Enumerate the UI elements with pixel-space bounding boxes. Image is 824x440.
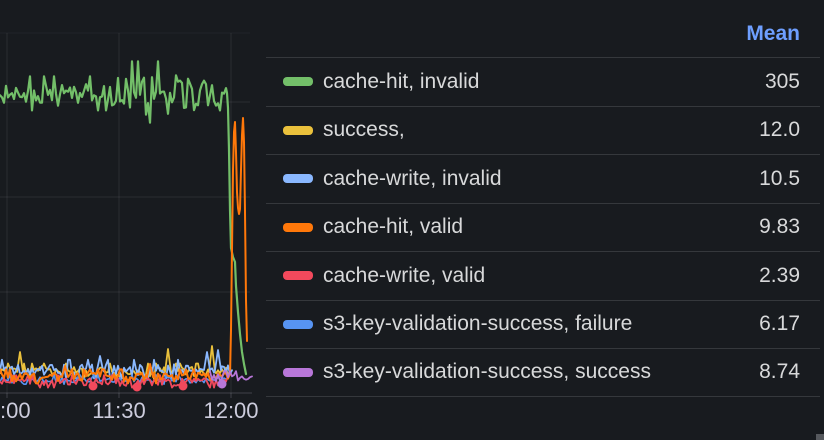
series-mean-value: 9.83: [759, 215, 800, 239]
series-label[interactable]: cache-hit, valid: [323, 215, 464, 239]
legend-row[interactable]: success, 12.0: [266, 105, 820, 155]
legend-table: Mean cache-hit, invalid 305 success, 12.0 ca…: [266, 0, 820, 397]
series-color-swatch[interactable]: [283, 271, 313, 281]
series-label[interactable]: cache-write, invalid: [323, 166, 502, 190]
series-line: [0, 117, 248, 385]
legend-row[interactable]: cache-write, invalid 10.5: [266, 154, 820, 203]
series-mean-value: 10.5: [759, 166, 800, 190]
series-label[interactable]: success,: [323, 118, 405, 142]
legend-row[interactable]: cache-write, valid 2.39: [266, 251, 820, 300]
legend-rows: cache-hit, invalid 305 success, 12.0 cache-w…: [266, 57, 820, 397]
panel-resize-handle[interactable]: [816, 434, 824, 440]
series-mean-value: 2.39: [759, 263, 800, 287]
series-label[interactable]: s3-key-validation-success, success: [323, 360, 651, 384]
series-mean-value: 305: [764, 69, 800, 93]
series-color-swatch[interactable]: [283, 174, 313, 184]
legend-header: Mean: [266, 0, 820, 57]
series-color-swatch[interactable]: [283, 367, 313, 377]
series-color-swatch[interactable]: [283, 222, 313, 232]
x-axis-tick-label: 11:30: [92, 398, 146, 423]
legend-mean-column-header[interactable]: Mean: [746, 21, 800, 45]
legend-row[interactable]: cache-hit, invalid 305: [266, 57, 820, 106]
x-axis-tick-label: 12:00: [203, 398, 259, 423]
series-mean-value: 6.17: [759, 312, 800, 336]
series-color-swatch[interactable]: [283, 77, 313, 87]
series-mean-value: 12.0: [759, 118, 800, 142]
series-point-marker: [178, 381, 188, 391]
series-line: [0, 349, 233, 380]
chart-canvas: [0, 32, 253, 398]
series-mean-value: 8.74: [759, 360, 800, 384]
timeseries-chart[interactable]: :00 11:30 12:00: [0, 0, 264, 440]
series-point-marker: [132, 382, 142, 392]
series-label[interactable]: cache-hit, invalid: [323, 69, 480, 93]
series-point-marker: [88, 381, 98, 391]
series-color-swatch[interactable]: [283, 125, 313, 135]
series-point-marker: [217, 379, 227, 389]
legend-row[interactable]: cache-hit, valid 9.83: [266, 202, 820, 252]
series-line: [209, 370, 253, 383]
series-label[interactable]: cache-write, valid: [323, 263, 486, 287]
series-color-swatch[interactable]: [283, 319, 313, 329]
legend-row[interactable]: s3-key-validation-success, success 8.74: [266, 348, 820, 397]
x-axis-tick-label: :00: [0, 398, 31, 423]
legend-row[interactable]: s3-key-validation-success, failure 6.17: [266, 299, 820, 349]
series-line: [0, 60, 248, 376]
series-label[interactable]: s3-key-validation-success, failure: [323, 312, 633, 336]
